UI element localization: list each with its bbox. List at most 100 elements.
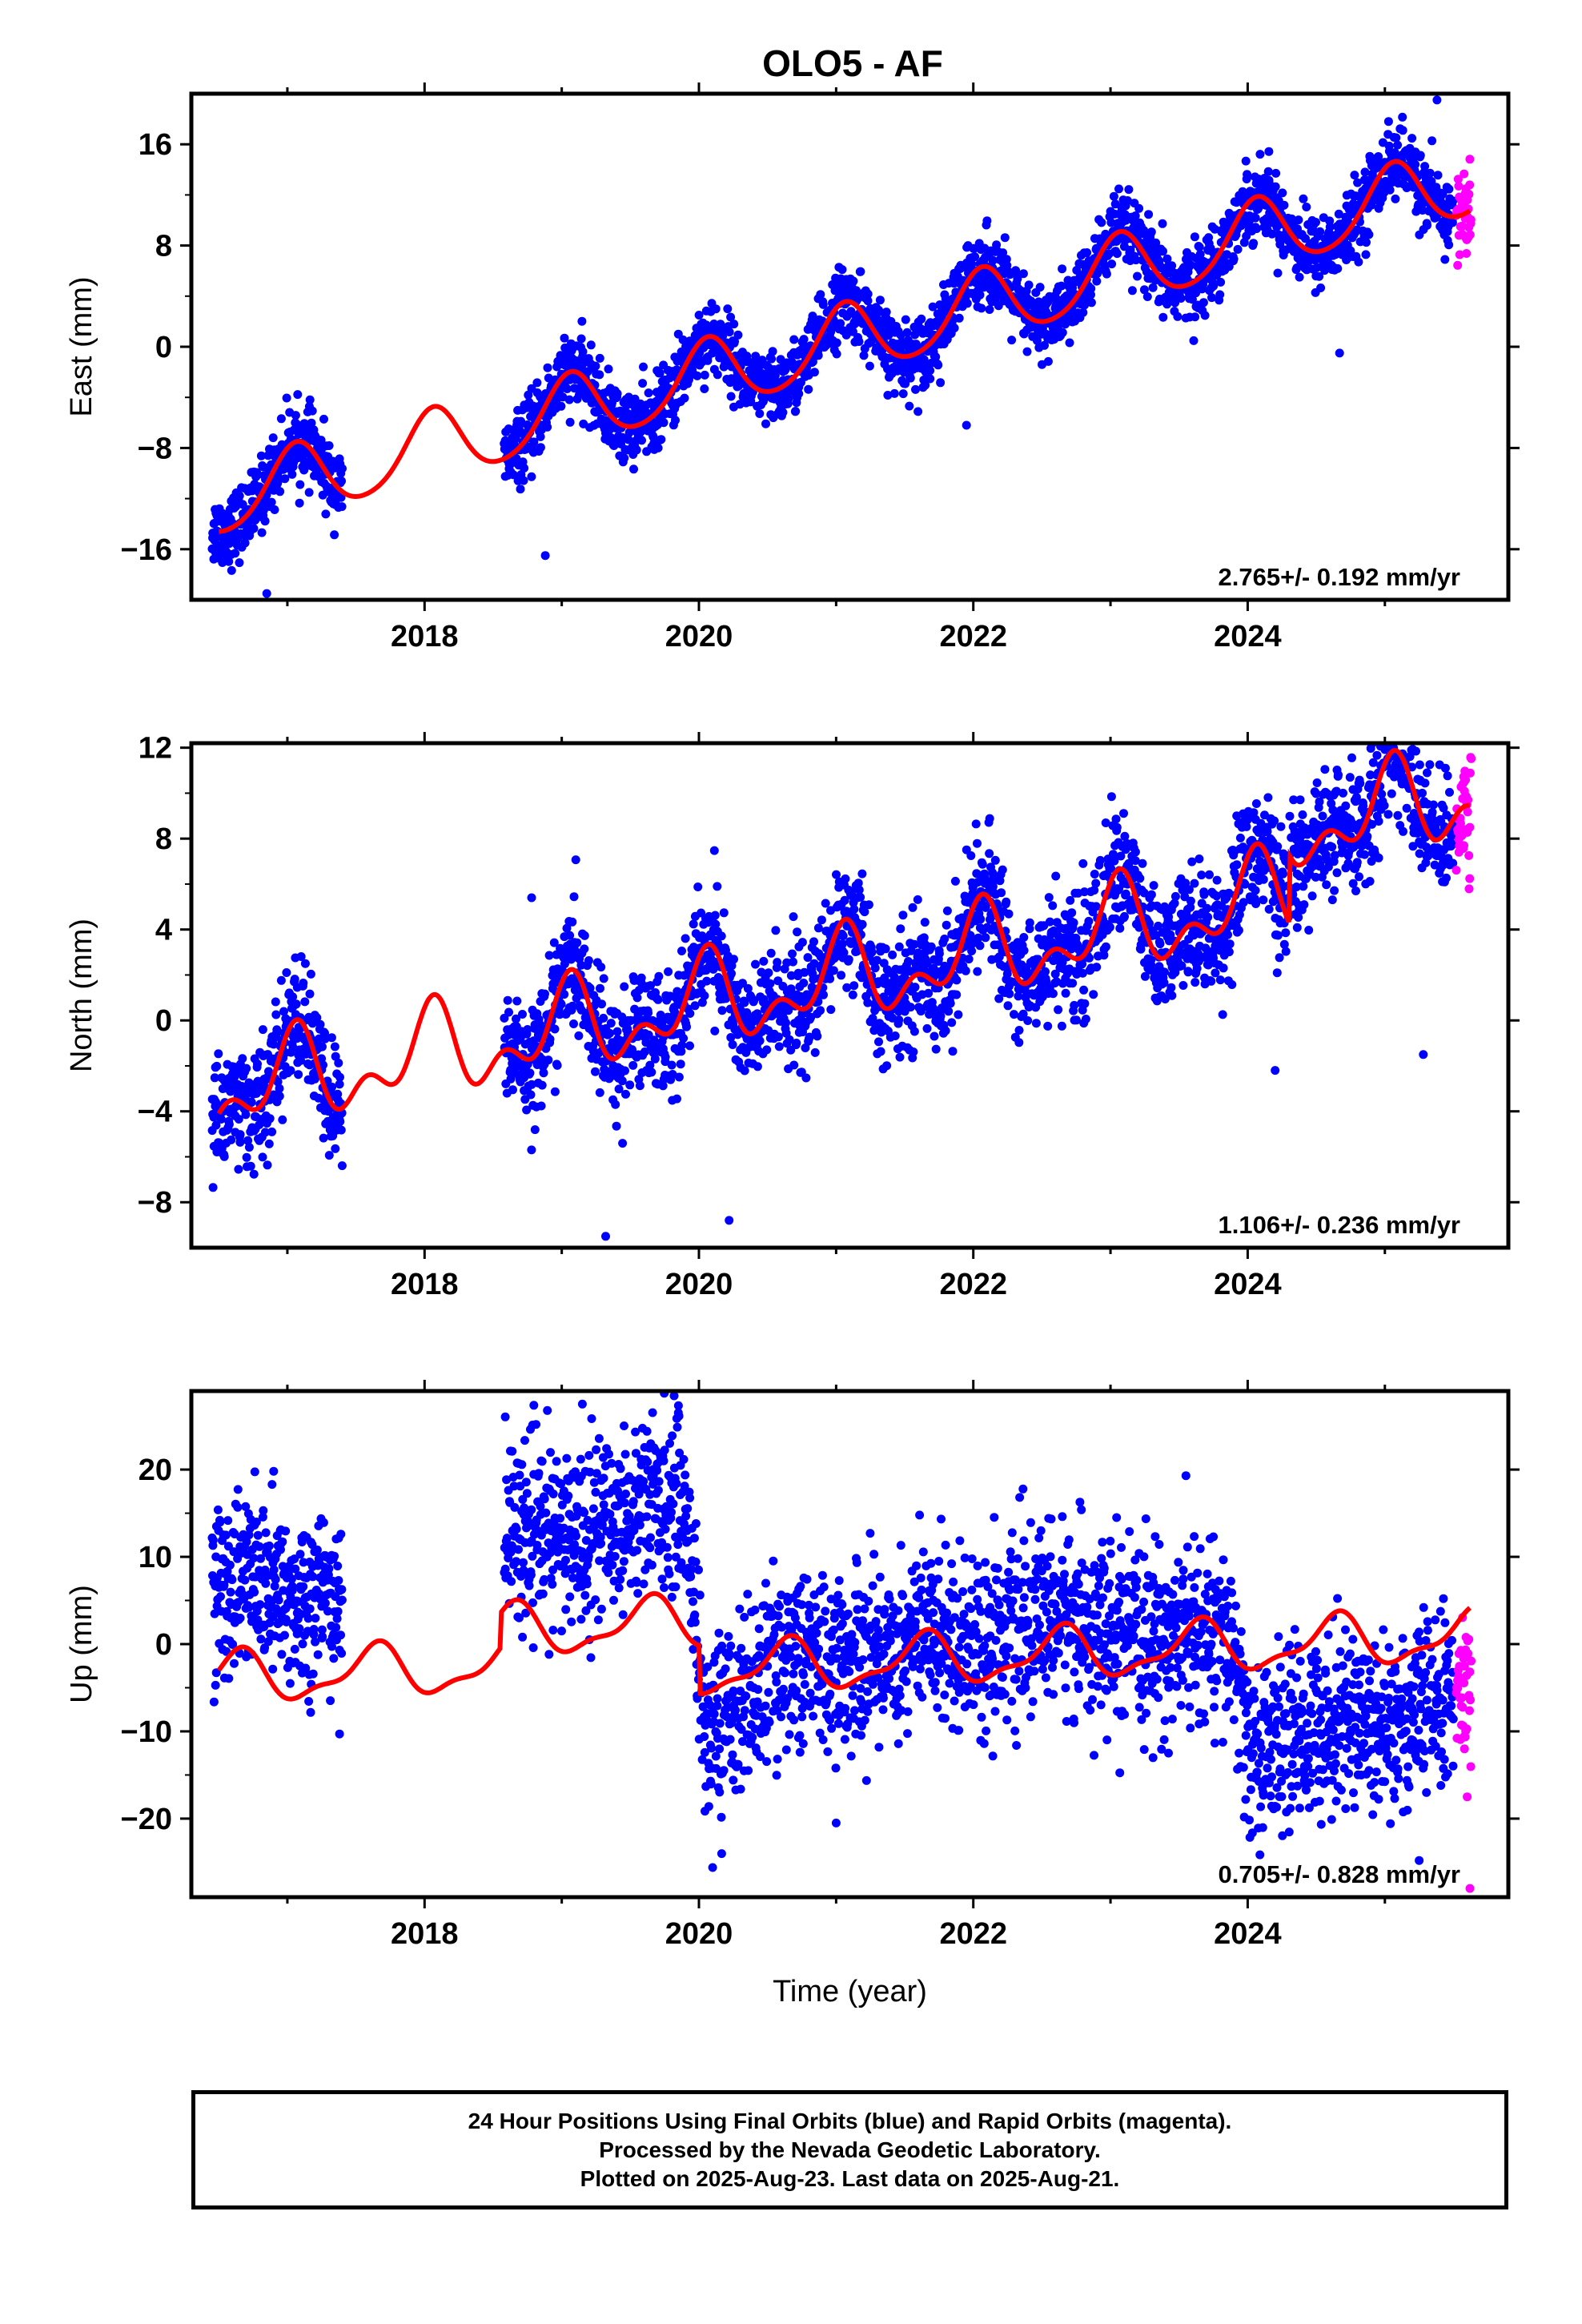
data-point xyxy=(337,1161,347,1171)
data-point xyxy=(829,966,838,975)
data-point xyxy=(1043,356,1053,366)
data-point xyxy=(863,296,873,306)
data-point xyxy=(946,999,955,1008)
data-point xyxy=(1101,818,1110,827)
data-point xyxy=(1090,870,1099,879)
data-point xyxy=(263,1160,272,1170)
data-point xyxy=(578,347,588,356)
data-point xyxy=(854,337,864,346)
data-point xyxy=(324,441,334,450)
data-point xyxy=(512,1014,520,1023)
data-point xyxy=(637,436,646,445)
data-point xyxy=(644,388,653,398)
data-point xyxy=(272,1025,282,1035)
data-point xyxy=(700,991,709,1000)
data-point xyxy=(620,1066,629,1076)
data-point xyxy=(1273,268,1283,278)
data-point xyxy=(1271,182,1280,191)
data-point xyxy=(1433,171,1443,180)
data-point xyxy=(1044,893,1054,903)
data-point xyxy=(770,371,780,380)
data-point xyxy=(934,949,944,959)
data-point xyxy=(889,388,899,398)
data-point xyxy=(1427,136,1437,146)
data-point xyxy=(1092,276,1102,286)
data-point xyxy=(816,952,825,962)
y-tick-label: −8 xyxy=(138,1186,172,1220)
data-point xyxy=(597,999,606,1009)
data-point xyxy=(271,997,280,1007)
data-point xyxy=(895,1052,905,1062)
data-points xyxy=(207,95,1476,598)
data-point xyxy=(821,899,830,908)
data-point xyxy=(693,371,702,380)
data-point xyxy=(235,558,244,568)
data-point xyxy=(267,1127,277,1136)
data-point xyxy=(1448,196,1458,206)
data-point xyxy=(1391,133,1401,143)
data-point xyxy=(1042,976,1051,986)
data-point xyxy=(249,1169,259,1179)
data-point xyxy=(898,911,908,920)
data-point xyxy=(913,407,923,416)
data-point xyxy=(1333,263,1343,273)
data-point xyxy=(1111,814,1121,824)
data-point xyxy=(523,1025,532,1034)
data-point xyxy=(759,956,769,966)
data-point xyxy=(520,464,529,472)
data-point xyxy=(947,1018,957,1027)
data-point xyxy=(508,470,518,480)
data-point xyxy=(857,919,867,929)
data-point xyxy=(1427,176,1436,186)
data-point xyxy=(1453,175,1463,184)
data-point xyxy=(880,973,889,983)
data-point xyxy=(803,953,813,963)
data-point xyxy=(629,464,638,474)
data-point xyxy=(1320,266,1329,275)
y-axis-label: East (mm) xyxy=(65,276,98,416)
data-point xyxy=(749,995,759,1005)
data-point xyxy=(909,1027,919,1036)
data-point xyxy=(738,979,747,988)
data-point xyxy=(894,1015,904,1024)
data-point xyxy=(867,947,877,957)
x-tick-label: 2022 xyxy=(939,1268,1007,1301)
data-point xyxy=(1079,985,1089,995)
data-point xyxy=(227,1135,236,1144)
data-point xyxy=(576,334,586,344)
data-point xyxy=(729,955,738,964)
data-point xyxy=(1294,215,1303,225)
data-point xyxy=(632,445,641,455)
data-point xyxy=(1014,1038,1024,1047)
data-point xyxy=(586,340,596,350)
data-point xyxy=(556,999,566,1009)
y-tick-label: −16 xyxy=(121,533,172,567)
data-point xyxy=(1092,963,1102,972)
data-point xyxy=(242,1152,251,1162)
data-point xyxy=(688,361,697,371)
data-point xyxy=(819,990,828,999)
data-point xyxy=(287,469,297,479)
data-point xyxy=(931,352,941,362)
data-point xyxy=(1460,169,1469,179)
data-point xyxy=(809,368,819,377)
data-point xyxy=(620,453,629,463)
data-point xyxy=(596,983,604,993)
data-point xyxy=(282,393,291,403)
data-point xyxy=(849,904,859,914)
data-point xyxy=(655,368,665,378)
data-point xyxy=(327,1082,337,1092)
data-point xyxy=(930,1031,939,1041)
data-point xyxy=(331,1144,340,1153)
data-point xyxy=(556,943,565,953)
data-point xyxy=(685,1041,694,1051)
data-point xyxy=(275,487,285,497)
data-point xyxy=(1066,944,1076,954)
data-point xyxy=(926,366,935,376)
data-point xyxy=(1124,185,1134,195)
data-point xyxy=(674,1072,684,1082)
data-point xyxy=(917,314,926,324)
data-point xyxy=(240,538,250,548)
data-point xyxy=(743,983,753,993)
